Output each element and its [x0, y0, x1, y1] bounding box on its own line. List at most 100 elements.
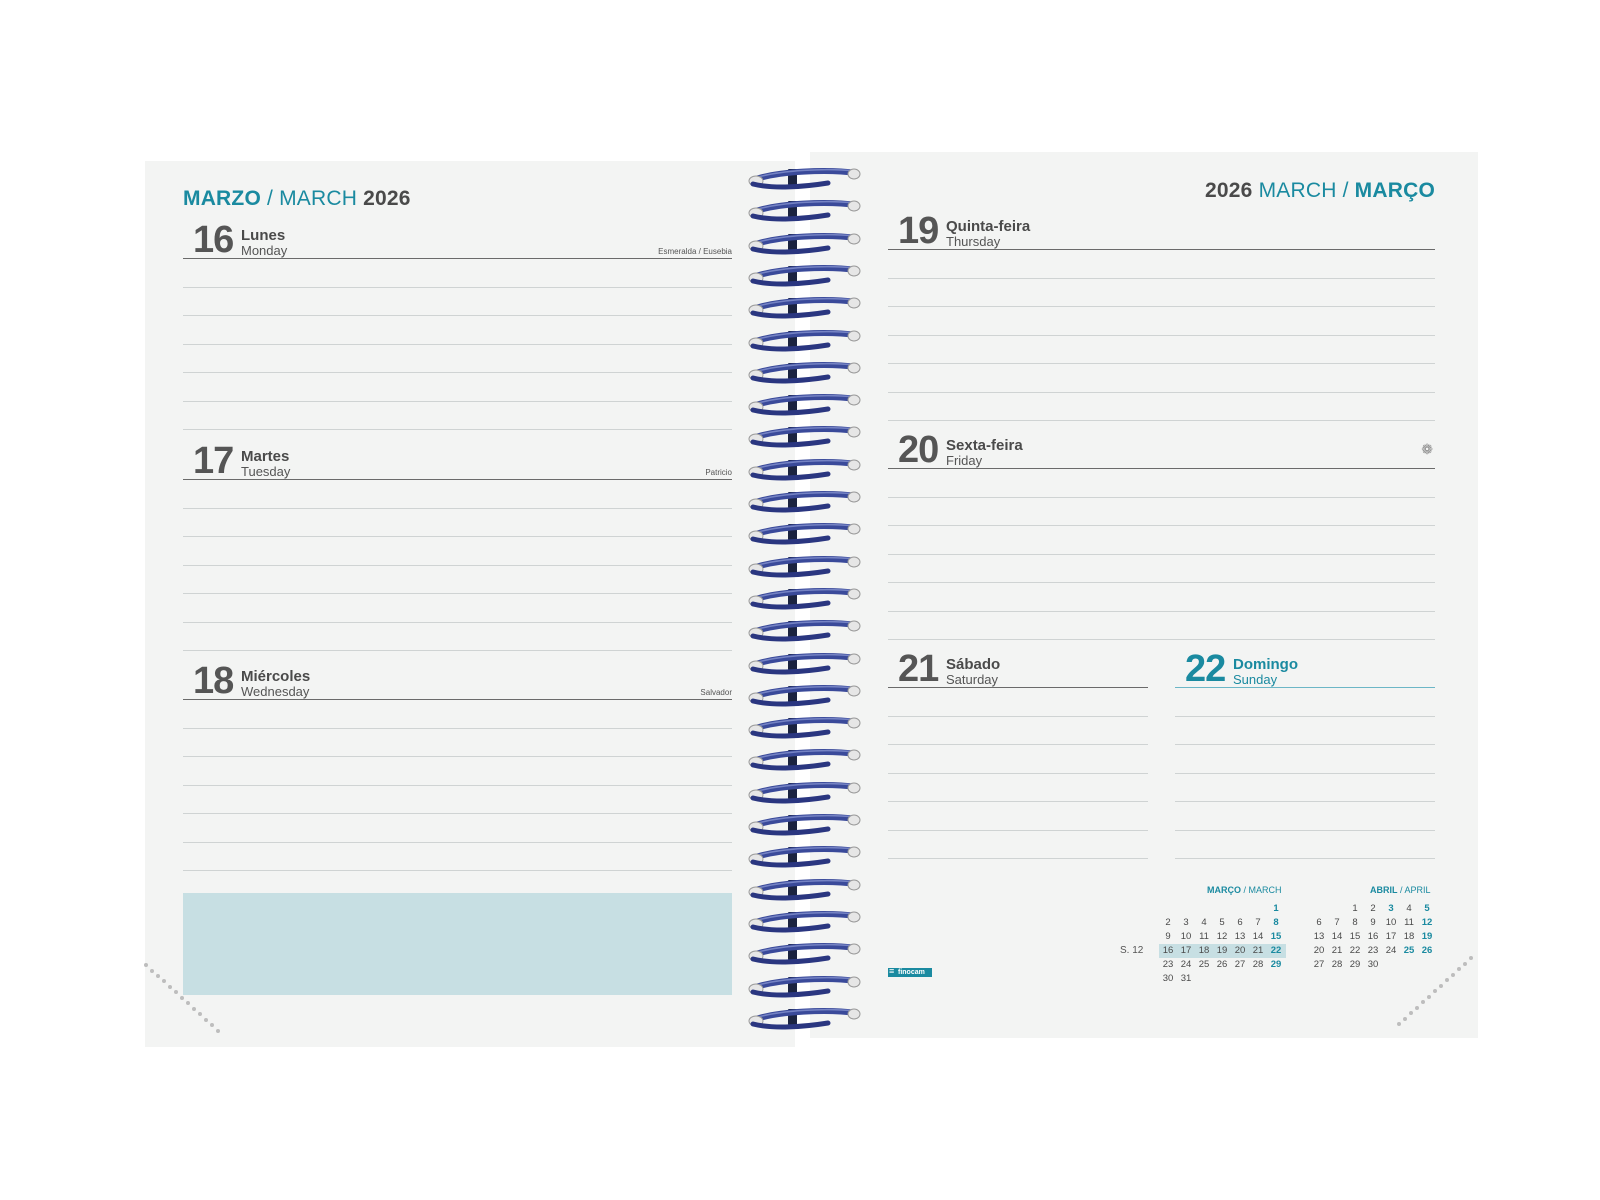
mini-calendar-day: 27 — [1313, 959, 1325, 970]
day-name-en: Saturday — [946, 672, 999, 687]
spiral-ring — [748, 488, 863, 514]
mini-calendar-day: 20 — [1234, 945, 1246, 956]
mini-calendar-day: 31 — [1180, 973, 1192, 984]
mini-calendar-day: 6 — [1316, 917, 1322, 928]
day-21[interactable]: 21 Sábado Saturday — [888, 648, 1148, 859]
mini-calendar-day: 7 — [1255, 917, 1261, 928]
mini-title-a: MARÇO — [1207, 885, 1241, 895]
spiral-ring — [748, 165, 863, 191]
week-number-label: S. 12 — [1120, 945, 1144, 956]
mini-calendar-day: 16 — [1367, 931, 1379, 942]
mini-calendar-day: 28 — [1252, 959, 1264, 970]
saint-name: Salvador — [700, 688, 732, 697]
day-20[interactable]: 20 Sexta-feira Friday ❁ — [888, 429, 1435, 640]
mini-title-a: ABRIL — [1370, 885, 1398, 895]
mini-calendar-day: 26 — [1216, 959, 1228, 970]
day-19[interactable]: 19 Quinta-feira Thursday — [888, 210, 1435, 421]
day-17[interactable]: 17 Martes Tuesday Patricio — [183, 440, 732, 651]
spiral-ring — [748, 456, 863, 482]
month-en: MARCH — [279, 187, 358, 210]
right-page — [810, 152, 1478, 1038]
mini-calendar-day: 8 — [1273, 917, 1279, 928]
spiral-ring — [748, 262, 863, 288]
current-week-highlight — [1159, 944, 1286, 958]
spiral-binding — [748, 165, 868, 1035]
day-name-en: Thursday — [946, 234, 1001, 249]
writing-lines[interactable] — [1175, 688, 1435, 859]
mini-calendar-day: 10 — [1385, 917, 1397, 928]
writing-lines[interactable] — [888, 469, 1435, 640]
spiral-ring — [748, 230, 863, 256]
mini-calendar-day: 24 — [1180, 959, 1192, 970]
mini-calendar-day: 21 — [1252, 945, 1264, 956]
month-pt: MARÇO — [1354, 179, 1435, 202]
day-header: 16 Lunes Monday Esmeralda / Eusebia — [183, 219, 732, 261]
day-name-en: Friday — [946, 453, 983, 468]
mini-calendar-day: 30 — [1162, 973, 1174, 984]
notes-box[interactable] — [183, 893, 732, 995]
mini-calendar-day: 13 — [1234, 931, 1246, 942]
mini-calendar-day: 2 — [1165, 917, 1171, 928]
spiral-ring — [748, 1005, 863, 1031]
perforation-dots-left — [144, 963, 220, 1033]
day-number: 19 — [898, 210, 939, 252]
mini-calendar-day: 18 — [1403, 931, 1415, 942]
mini-calendar-day: 12 — [1421, 917, 1433, 928]
mini-title-b: / MARCH — [1241, 885, 1282, 895]
mini-calendar-day: 7 — [1334, 917, 1340, 928]
brand-logo: finocam — [888, 967, 932, 977]
day-name: Sábado — [946, 656, 1001, 673]
mini-calendar-day: 3 — [1388, 903, 1394, 914]
day-number: 17 — [193, 440, 234, 482]
spiral-ring — [748, 908, 863, 934]
header-sep: / — [1336, 179, 1355, 202]
spiral-ring — [748, 617, 863, 643]
mini-calendar-day: 27 — [1234, 959, 1246, 970]
mini-calendar-day: 12 — [1216, 931, 1228, 942]
spiral-ring — [748, 714, 863, 740]
mini-calendar-day: 14 — [1331, 931, 1343, 942]
mini-calendar-day: 22 — [1270, 945, 1282, 956]
day-name: Domingo — [1233, 656, 1298, 673]
spiral-ring — [748, 327, 863, 353]
spiral-ring — [748, 423, 863, 449]
mini-calendar-day: 10 — [1180, 931, 1192, 942]
day-16[interactable]: 16 Lunes Monday Esmeralda / Eusebia — [183, 219, 732, 430]
mini-calendar-day: 11 — [1404, 917, 1414, 928]
spiral-ring — [748, 553, 863, 579]
day-header: 17 Martes Tuesday Patricio — [183, 440, 732, 482]
mini-calendar-march-title: MARÇO / MARCH — [1207, 885, 1282, 895]
writing-lines[interactable] — [888, 688, 1148, 859]
mini-calendar-day: 4 — [1201, 917, 1207, 928]
mini-calendar-day: 26 — [1421, 945, 1433, 956]
mini-calendar-day: 9 — [1165, 931, 1171, 942]
mini-calendar-day: 5 — [1219, 917, 1225, 928]
year: 2026 — [1204, 179, 1253, 202]
mini-calendar-day: 30 — [1367, 959, 1379, 970]
day-header: 20 Sexta-feira Friday ❁ — [888, 429, 1435, 471]
mini-calendar-day: 29 — [1270, 959, 1282, 970]
day-22[interactable]: 22 Domingo Sunday — [1175, 648, 1435, 859]
mini-calendar-day: 17 — [1180, 945, 1192, 956]
mini-calendar-april-title: ABRIL / APRIL — [1370, 885, 1431, 895]
spiral-ring — [748, 811, 863, 837]
mini-calendar-day: 1 — [1352, 903, 1358, 914]
day-number: 16 — [193, 219, 234, 261]
day-number: 22 — [1185, 648, 1226, 690]
day-name-en: Tuesday — [241, 464, 291, 479]
mini-calendar-day: 4 — [1406, 903, 1412, 914]
header-sep: / — [261, 187, 280, 210]
mini-calendar-day: 28 — [1331, 959, 1343, 970]
spiral-ring — [748, 585, 863, 611]
mini-calendar-day: 17 — [1385, 931, 1397, 942]
day-name: Lunes — [241, 227, 286, 244]
mini-calendar-day: 9 — [1370, 917, 1376, 928]
day-18[interactable]: 18 Miércoles Wednesday Salvador — [183, 660, 732, 871]
writing-lines[interactable] — [183, 480, 732, 651]
writing-lines[interactable] — [183, 259, 732, 430]
day-number: 18 — [193, 660, 234, 702]
mini-calendar-day: 16 — [1162, 945, 1174, 956]
spiral-ring — [748, 650, 863, 676]
writing-lines[interactable] — [183, 700, 732, 871]
writing-lines[interactable] — [888, 250, 1435, 421]
